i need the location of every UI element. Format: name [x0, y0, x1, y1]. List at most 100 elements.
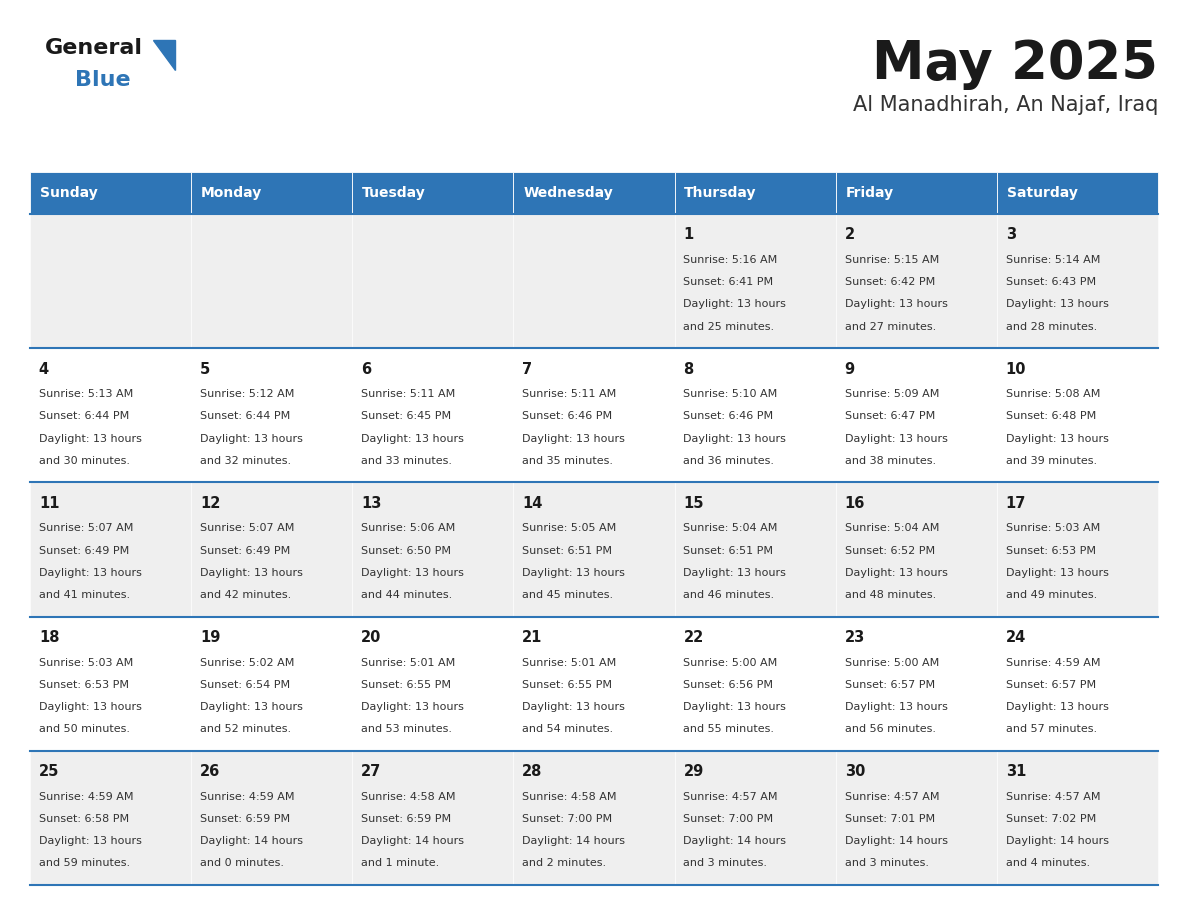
Text: 4: 4: [39, 362, 49, 376]
Text: Daylight: 13 hours: Daylight: 13 hours: [39, 433, 141, 443]
Text: Daylight: 13 hours: Daylight: 13 hours: [361, 702, 465, 712]
Bar: [30, 751, 191, 885]
Text: Daylight: 13 hours: Daylight: 13 hours: [200, 433, 303, 443]
Text: Sunrise: 4:57 AM: Sunrise: 4:57 AM: [1006, 792, 1100, 802]
Text: 28: 28: [523, 764, 543, 779]
Text: and 52 minutes.: and 52 minutes.: [200, 724, 291, 734]
Text: General: General: [45, 38, 143, 58]
Bar: [835, 482, 997, 617]
Text: 15: 15: [683, 496, 704, 510]
Text: and 53 minutes.: and 53 minutes.: [361, 724, 453, 734]
Bar: [675, 482, 835, 617]
Text: and 55 minutes.: and 55 minutes.: [683, 724, 775, 734]
Text: Sunrise: 5:05 AM: Sunrise: 5:05 AM: [523, 523, 617, 533]
Text: Sunset: 7:00 PM: Sunset: 7:00 PM: [683, 814, 773, 824]
Text: and 33 minutes.: and 33 minutes.: [361, 455, 453, 465]
Text: and 32 minutes.: and 32 minutes.: [200, 455, 291, 465]
Text: Sunrise: 5:04 AM: Sunrise: 5:04 AM: [683, 523, 778, 533]
Bar: [835, 172, 997, 214]
Bar: [353, 617, 513, 751]
Bar: [191, 214, 353, 348]
Bar: [997, 751, 1158, 885]
Text: and 38 minutes.: and 38 minutes.: [845, 455, 936, 465]
Bar: [513, 172, 675, 214]
Text: and 54 minutes.: and 54 minutes.: [523, 724, 613, 734]
Text: and 57 minutes.: and 57 minutes.: [1006, 724, 1097, 734]
Text: Sunset: 6:59 PM: Sunset: 6:59 PM: [361, 814, 451, 824]
Text: and 4 minutes.: and 4 minutes.: [1006, 858, 1089, 868]
Bar: [513, 348, 675, 482]
Text: Sunset: 6:46 PM: Sunset: 6:46 PM: [683, 411, 773, 421]
Text: Tuesday: Tuesday: [362, 186, 425, 200]
Text: Sunrise: 5:03 AM: Sunrise: 5:03 AM: [39, 657, 133, 667]
Text: Sunset: 6:58 PM: Sunset: 6:58 PM: [39, 814, 129, 824]
Text: Sunset: 6:49 PM: Sunset: 6:49 PM: [39, 545, 129, 555]
Text: Daylight: 13 hours: Daylight: 13 hours: [1006, 568, 1108, 577]
Text: and 59 minutes.: and 59 minutes.: [39, 858, 129, 868]
Text: Sunrise: 4:57 AM: Sunrise: 4:57 AM: [845, 792, 939, 802]
Text: 19: 19: [200, 630, 221, 645]
Text: Daylight: 14 hours: Daylight: 14 hours: [683, 836, 786, 846]
Bar: [191, 617, 353, 751]
Text: May 2025: May 2025: [872, 38, 1158, 90]
Text: Al Manadhirah, An Najaf, Iraq: Al Manadhirah, An Najaf, Iraq: [853, 95, 1158, 115]
Text: Daylight: 13 hours: Daylight: 13 hours: [361, 433, 465, 443]
Text: Sunset: 7:02 PM: Sunset: 7:02 PM: [1006, 814, 1097, 824]
Bar: [997, 482, 1158, 617]
Text: Daylight: 13 hours: Daylight: 13 hours: [523, 568, 625, 577]
Bar: [513, 214, 675, 348]
Bar: [835, 617, 997, 751]
Text: 8: 8: [683, 362, 694, 376]
Text: Sunset: 6:45 PM: Sunset: 6:45 PM: [361, 411, 451, 421]
Text: Sunrise: 4:59 AM: Sunrise: 4:59 AM: [200, 792, 295, 802]
Text: Daylight: 14 hours: Daylight: 14 hours: [1006, 836, 1108, 846]
Bar: [191, 751, 353, 885]
Bar: [997, 214, 1158, 348]
Bar: [353, 751, 513, 885]
Bar: [30, 214, 191, 348]
Text: 12: 12: [200, 496, 221, 510]
Text: and 42 minutes.: and 42 minutes.: [200, 590, 291, 600]
Text: Sunrise: 4:59 AM: Sunrise: 4:59 AM: [39, 792, 133, 802]
Text: Sunset: 6:52 PM: Sunset: 6:52 PM: [845, 545, 935, 555]
Text: 25: 25: [39, 764, 59, 779]
Bar: [835, 214, 997, 348]
Text: and 56 minutes.: and 56 minutes.: [845, 724, 936, 734]
Text: Sunrise: 5:06 AM: Sunrise: 5:06 AM: [361, 523, 455, 533]
Text: Saturday: Saturday: [1006, 186, 1078, 200]
Bar: [513, 751, 675, 885]
Text: Daylight: 13 hours: Daylight: 13 hours: [845, 568, 948, 577]
Text: and 0 minutes.: and 0 minutes.: [200, 858, 284, 868]
Text: Sunset: 6:48 PM: Sunset: 6:48 PM: [1006, 411, 1097, 421]
Text: Sunset: 6:55 PM: Sunset: 6:55 PM: [523, 680, 612, 689]
Text: Sunrise: 5:00 AM: Sunrise: 5:00 AM: [845, 657, 939, 667]
Text: 7: 7: [523, 362, 532, 376]
Text: 14: 14: [523, 496, 543, 510]
Text: Sunset: 6:56 PM: Sunset: 6:56 PM: [683, 680, 773, 689]
Text: Sunset: 6:42 PM: Sunset: 6:42 PM: [845, 277, 935, 287]
Text: and 1 minute.: and 1 minute.: [361, 858, 440, 868]
Text: Daylight: 13 hours: Daylight: 13 hours: [683, 299, 786, 309]
Text: Daylight: 14 hours: Daylight: 14 hours: [361, 836, 465, 846]
Text: and 49 minutes.: and 49 minutes.: [1006, 590, 1097, 600]
Bar: [30, 617, 191, 751]
Text: Sunset: 6:44 PM: Sunset: 6:44 PM: [39, 411, 129, 421]
Text: Sunrise: 5:10 AM: Sunrise: 5:10 AM: [683, 389, 778, 399]
Text: 24: 24: [1006, 630, 1026, 645]
Text: Friday: Friday: [846, 186, 893, 200]
Text: Daylight: 13 hours: Daylight: 13 hours: [845, 433, 948, 443]
Bar: [191, 482, 353, 617]
Text: Sunrise: 5:11 AM: Sunrise: 5:11 AM: [361, 389, 455, 399]
Text: Sunset: 6:41 PM: Sunset: 6:41 PM: [683, 277, 773, 287]
Bar: [353, 482, 513, 617]
Bar: [191, 348, 353, 482]
Text: 27: 27: [361, 764, 381, 779]
Text: and 3 minutes.: and 3 minutes.: [683, 858, 767, 868]
Text: Monday: Monday: [201, 186, 263, 200]
Text: 10: 10: [1006, 362, 1026, 376]
Text: Sunrise: 5:02 AM: Sunrise: 5:02 AM: [200, 657, 295, 667]
Text: and 3 minutes.: and 3 minutes.: [845, 858, 929, 868]
Text: 5: 5: [200, 362, 210, 376]
Text: Sunset: 6:59 PM: Sunset: 6:59 PM: [200, 814, 290, 824]
Text: Sunset: 6:51 PM: Sunset: 6:51 PM: [523, 545, 612, 555]
